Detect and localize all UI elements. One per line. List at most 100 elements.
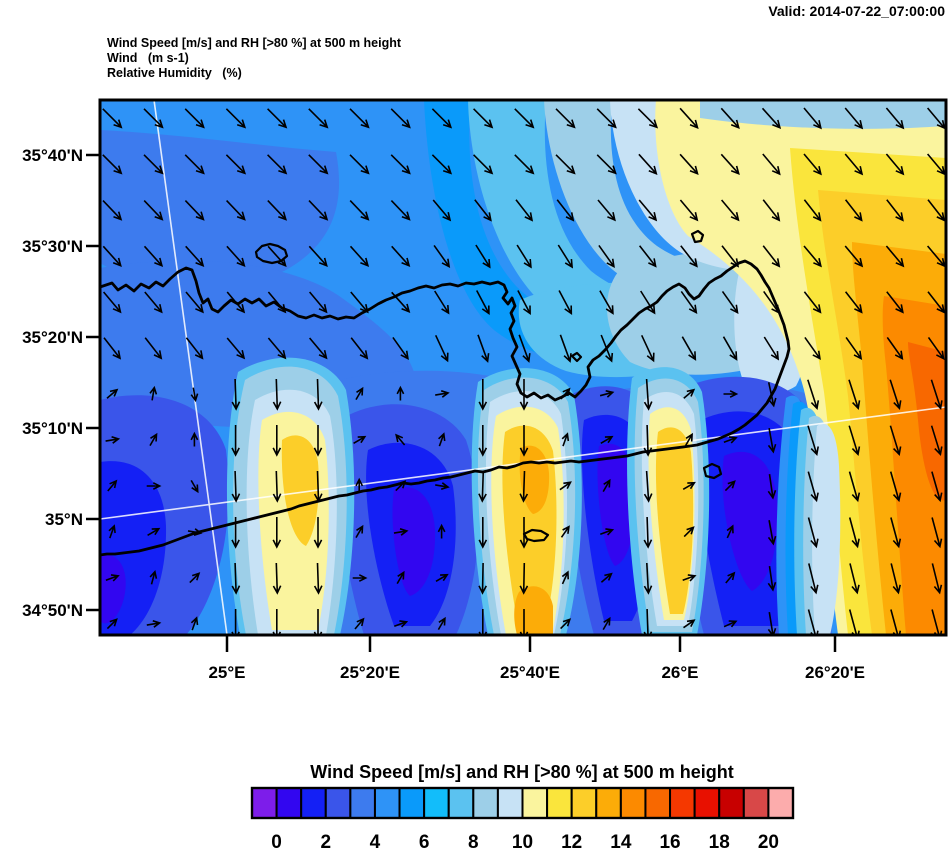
wind-arrow <box>267 108 288 129</box>
wind-arrow <box>190 479 199 494</box>
wind-arrow <box>349 154 370 175</box>
wind-arrow <box>437 616 446 631</box>
colorbar-outline <box>250 786 795 820</box>
wind-arrow <box>597 199 616 222</box>
wind-speed-region <box>424 100 690 365</box>
wind-arrow <box>807 425 819 456</box>
y-axis-tick-label: 35°40'N <box>22 146 83 165</box>
wind-arrow <box>763 336 780 361</box>
wind-arrow <box>184 154 205 175</box>
wind-arrow <box>308 108 329 129</box>
colorbar-tick-label: 2 <box>320 832 331 853</box>
wind-arrow <box>395 480 407 492</box>
wind-arrow <box>231 517 240 549</box>
wind-arrow <box>560 387 571 400</box>
wind-arrow <box>682 481 696 490</box>
wind-arrow <box>886 291 904 314</box>
wind-arrow <box>927 199 946 222</box>
wind-arrow <box>390 154 411 175</box>
wind-arrow <box>106 618 118 630</box>
wind-arrow <box>478 562 488 595</box>
wind-arrow <box>803 153 822 176</box>
wind-arrow <box>560 618 572 630</box>
wind-arrow <box>643 470 653 503</box>
colorbar-cell <box>398 787 426 819</box>
wind-arrow <box>355 524 364 539</box>
wind-arrow <box>396 385 405 401</box>
wind-arrow <box>763 290 780 315</box>
wind-arrow <box>435 573 449 582</box>
wind-arrow <box>144 337 163 360</box>
wind-arrow <box>559 481 572 491</box>
wind-arrow <box>684 432 693 447</box>
wind-arrow <box>762 199 781 222</box>
wind-arrow <box>803 291 822 314</box>
island-outline <box>570 351 583 363</box>
wind-arrow <box>352 574 368 582</box>
wind-arrow <box>184 200 205 221</box>
wind-arrows <box>102 107 946 635</box>
wind-arrow <box>723 436 738 444</box>
wind-arrow <box>723 620 738 628</box>
colorbar-cell <box>669 787 696 819</box>
colorbar-tick-label: 6 <box>419 832 430 853</box>
wind-arrow <box>349 108 370 129</box>
wind-arrow <box>807 517 819 549</box>
wind-arrow <box>433 244 451 269</box>
wind-arrow <box>602 616 611 631</box>
wind-arrow <box>105 436 121 444</box>
wind-arrow <box>927 291 946 314</box>
wind-arrow <box>272 517 282 549</box>
wind-arrow <box>308 200 329 221</box>
wind-arrow <box>885 245 905 268</box>
wind-arrow <box>638 245 657 268</box>
wind-arrow <box>187 528 203 536</box>
wind-arrow <box>844 107 864 130</box>
wind-arrow <box>560 525 570 538</box>
wind-arrow <box>147 527 161 536</box>
colorbar-cell <box>619 787 647 819</box>
wind-arrow <box>720 107 740 130</box>
wind-arrow <box>931 563 943 595</box>
wind-arrow <box>723 390 739 398</box>
wind-speed-region <box>392 487 436 596</box>
wind-speed-region <box>908 342 946 501</box>
wind-arrow <box>103 337 122 360</box>
wind-arrow <box>395 433 406 446</box>
wind-arrow <box>721 290 739 315</box>
wind-arrow <box>885 107 905 130</box>
x-axis-tick-label: 25°E <box>208 663 245 682</box>
island-outline <box>690 229 705 244</box>
wind-arrow <box>434 334 449 363</box>
wind-arrow <box>350 337 369 360</box>
wind-arrow <box>267 337 287 360</box>
wind-arrow <box>519 517 529 549</box>
wind-arrow <box>722 336 738 361</box>
colorbar-cell <box>275 787 303 819</box>
wind-speed-region <box>468 100 761 335</box>
wind-arrow <box>926 107 946 130</box>
wind-arrow <box>226 337 246 360</box>
wind-arrow <box>725 571 736 584</box>
wind-arrow <box>555 108 576 129</box>
wind-arrow <box>392 336 409 361</box>
wind-arrow <box>762 245 781 268</box>
wind-speed-region <box>722 451 778 591</box>
wind-arrow <box>390 200 411 221</box>
wind-arrow <box>518 334 531 363</box>
wind-arrow <box>313 562 323 595</box>
colorbar-cell <box>644 787 672 819</box>
wind-arrow <box>102 108 123 129</box>
wind-arrow <box>519 425 529 457</box>
colorbar-title: Wind Speed [m/s] and RH [>80 %] at 500 m… <box>310 762 733 782</box>
wind-arrow <box>190 387 199 403</box>
wind-arrow <box>267 245 287 268</box>
map-content <box>100 100 946 635</box>
colorbar-tick-label: 20 <box>758 832 779 853</box>
wind-arrow <box>190 431 199 447</box>
island-outline <box>522 528 550 543</box>
colorbar-cell <box>595 787 622 819</box>
wind-arrow <box>804 336 821 361</box>
x-axis-tick-label: 26°20'E <box>805 663 865 682</box>
